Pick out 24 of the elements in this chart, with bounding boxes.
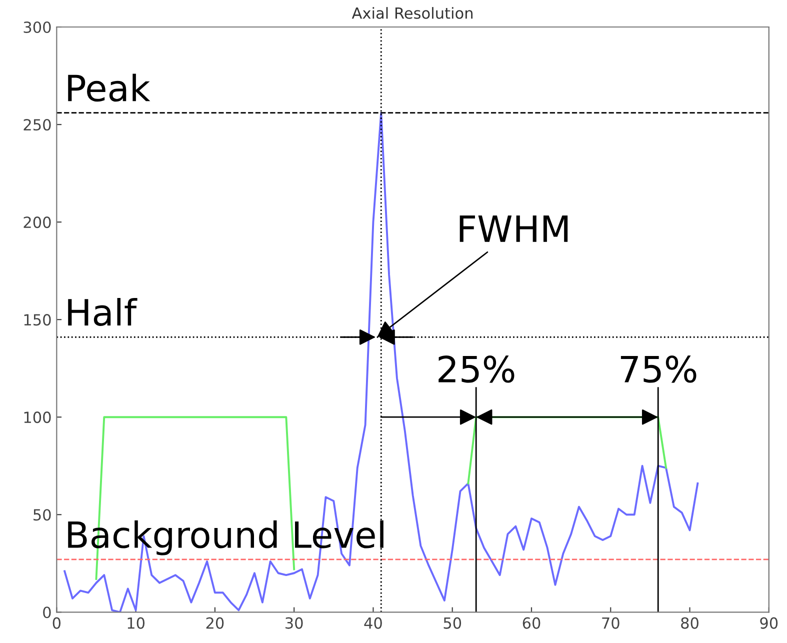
annotation: FWHM: [460, 216, 568, 242]
y-tick-label: 150: [24, 314, 51, 326]
y-tick-label: 50: [34, 509, 51, 521]
y-tick-label: 100: [24, 412, 51, 424]
x-tick-label: 90: [760, 617, 778, 629]
annotation: 75%: [620, 355, 696, 383]
x-tick-label: 70: [602, 617, 620, 629]
ref-line-label: Half: [68, 298, 138, 326]
x-tick-label: 80: [681, 617, 698, 629]
y-tick-label: 200: [24, 216, 51, 228]
x-tick-label: 40: [364, 617, 382, 629]
y-tick-label: 300: [24, 21, 51, 34]
line-series: [64, 112, 699, 612]
chart-title: Axial Resolution: [352, 7, 472, 19]
x-tick-label: 0: [52, 617, 61, 629]
ref-line-label: Peak: [68, 74, 150, 102]
x-tick-label: 10: [128, 617, 145, 629]
y-tick-label: 250: [24, 118, 51, 131]
x-tick-label: 60: [522, 617, 540, 629]
x-tick-label: 50: [444, 617, 462, 629]
x-tick-label: 30: [286, 617, 303, 629]
x-tick-label: 20: [206, 617, 224, 629]
y-tick-label: 0: [43, 606, 51, 618]
annotation: 25%: [438, 355, 514, 383]
